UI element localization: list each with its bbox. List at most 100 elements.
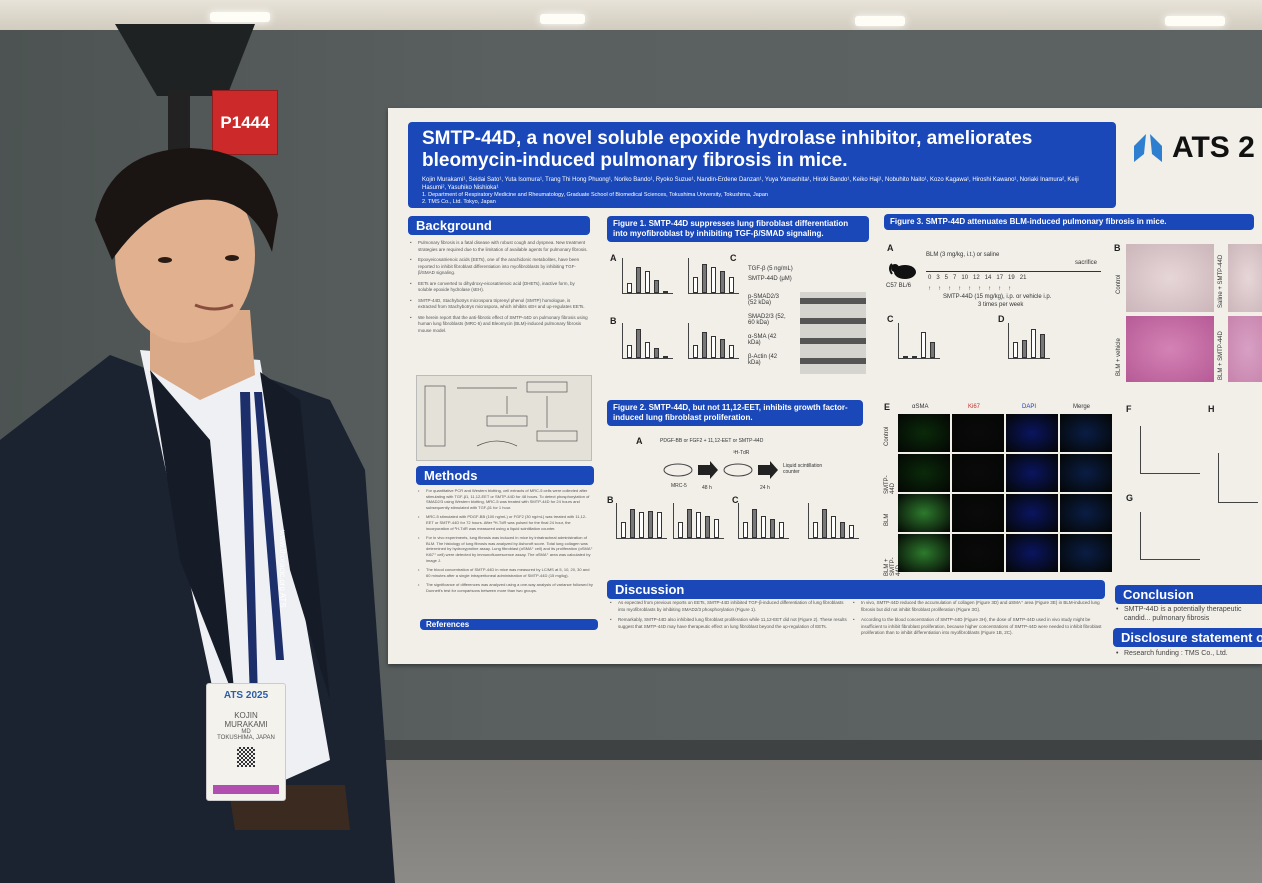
bar bbox=[639, 512, 644, 538]
mini-bar-chart bbox=[622, 258, 673, 294]
mini-bar-chart bbox=[673, 503, 724, 539]
if-image bbox=[1006, 454, 1058, 492]
bar bbox=[770, 518, 775, 538]
background-item: SMTP-44D, Stachybotrys microspora tripre… bbox=[410, 298, 588, 311]
panel-label: D bbox=[998, 314, 1005, 324]
if-column-label: DAPI bbox=[1022, 404, 1037, 410]
references-header: References bbox=[420, 619, 598, 630]
mini-bar-chart bbox=[1008, 323, 1050, 359]
if-image bbox=[898, 494, 950, 532]
research-poster: SMTP-44D, a novel soluble epoxide hydrol… bbox=[388, 108, 1262, 664]
bar bbox=[779, 522, 784, 538]
background-item: We herein report that the anti-fibrotic … bbox=[410, 315, 588, 335]
timeline-days: 0 3 5 7 10 12 14 17 19 21 bbox=[928, 275, 1027, 281]
affiliation-1: 1. Department of Respiratory Medicine an… bbox=[422, 192, 768, 198]
bar bbox=[648, 510, 653, 538]
panel-label: H bbox=[1208, 404, 1215, 414]
scheme-text: PDGF-BB or FGF2 + 11,12-EET or SMTP-44D bbox=[660, 438, 764, 444]
discussion-item: As expected from previous reports on EET… bbox=[610, 600, 850, 613]
disclosure-header: Disclosure statement of C bbox=[1113, 628, 1262, 647]
blot-label: p-SMAD2/3 (52 kDa) bbox=[748, 294, 780, 306]
if-image bbox=[1006, 534, 1058, 572]
timeline-axis bbox=[926, 271, 1101, 272]
badge-logo: ATS 2025 bbox=[223, 690, 269, 701]
badge-location: TOKUSHIMA, JAPAN bbox=[217, 735, 275, 741]
if-image bbox=[898, 454, 950, 492]
histology-label: BLM + vehicle bbox=[1116, 338, 1122, 376]
bar bbox=[1040, 334, 1045, 358]
ceiling-light bbox=[855, 16, 905, 26]
panel-label: A bbox=[610, 253, 617, 263]
blot-image bbox=[800, 292, 866, 374]
conclusion-header: Conclusion bbox=[1115, 585, 1262, 604]
bar bbox=[840, 522, 845, 538]
bar bbox=[636, 267, 641, 293]
if-image bbox=[1006, 414, 1058, 452]
qr-code bbox=[237, 747, 255, 767]
discussion-text-left: As expected from previous reports on EET… bbox=[610, 600, 850, 634]
conclusion-item: SMTP-44D is a potentially therapeutic ca… bbox=[1116, 605, 1260, 623]
bar bbox=[729, 277, 734, 293]
bar bbox=[621, 522, 626, 538]
bar bbox=[711, 267, 716, 293]
blot-label: β-Actin (42 kDa) bbox=[748, 354, 778, 366]
poster-title: SMTP-44D, a novel soluble epoxide hydrol… bbox=[422, 128, 1033, 171]
bar bbox=[678, 522, 683, 538]
bar bbox=[714, 518, 719, 538]
panel-label: F bbox=[1126, 404, 1132, 414]
methods-item: MRC-5 stimulated with PDGF-BB (100 ng/mL… bbox=[418, 514, 594, 531]
panel-label: A bbox=[636, 436, 643, 446]
if-image bbox=[898, 414, 950, 452]
background-item: Pulmonary fibrosis is a fatal disease wi… bbox=[410, 240, 588, 253]
timeline-text: sacrifice bbox=[1075, 260, 1098, 266]
methods-item: The blood concentration of SMTP-44D in m… bbox=[418, 567, 594, 578]
bar bbox=[711, 335, 716, 358]
bar bbox=[930, 342, 935, 358]
panel-label: A bbox=[887, 243, 894, 253]
chart-3f bbox=[1140, 426, 1200, 474]
background-header: Background bbox=[408, 216, 590, 235]
bar bbox=[1013, 342, 1018, 358]
histology-label: Control bbox=[1116, 274, 1122, 294]
if-column-label: αSMA bbox=[912, 404, 929, 410]
bar bbox=[687, 509, 692, 538]
figure3-header: Figure 3. SMTP-44D attenuates BLM-induce… bbox=[884, 214, 1254, 230]
scheme-text: Liquid scintillation counter bbox=[783, 463, 823, 475]
if-image bbox=[952, 454, 1004, 492]
scheme-text: MRC-5 bbox=[671, 483, 687, 489]
bar bbox=[743, 522, 748, 538]
histology-control bbox=[1126, 244, 1214, 312]
mouse-strain: C57 BL/6 bbox=[886, 283, 912, 289]
background-item: EETs are converted to dihydroxy-eicosatr… bbox=[410, 281, 588, 294]
hair bbox=[95, 148, 278, 260]
discussion-item: According to the blood concentration of … bbox=[853, 617, 1108, 637]
panel-label: C bbox=[730, 253, 737, 263]
scheme-text: ³H-TdR bbox=[733, 450, 750, 456]
bar bbox=[645, 342, 650, 358]
scheme-text: 24 h bbox=[760, 485, 770, 491]
bar bbox=[912, 356, 917, 358]
presenter-person: www.thoracic.org ATS bbox=[0, 148, 395, 883]
methods-item: For quantitative PCR and Western blottin… bbox=[418, 488, 594, 510]
bar bbox=[1022, 340, 1027, 358]
if-image bbox=[952, 534, 1004, 572]
histology-blm-smtp bbox=[1228, 316, 1262, 382]
bar bbox=[720, 270, 725, 293]
bar bbox=[822, 509, 827, 538]
bar bbox=[720, 338, 725, 358]
mini-bar-chart bbox=[616, 503, 667, 539]
timeline-text: SMTP-44D (15 mg/kg), i.p. or vehicle i.p… bbox=[943, 294, 1052, 300]
blot-label: TGF-β (5 ng/mL) bbox=[748, 266, 793, 272]
discussion-item: In vivo, SMTP-44D reduced the accumulati… bbox=[853, 600, 1108, 613]
discussion-item: Remarkably, SMTP-44D also inhibited lung… bbox=[610, 617, 850, 630]
if-row-label: Control bbox=[884, 426, 890, 446]
bar bbox=[849, 525, 854, 538]
chart-3g bbox=[1140, 512, 1200, 560]
mini-bar-chart bbox=[808, 503, 859, 539]
disclosure-item: Research funding : TMS Co., Ltd. bbox=[1116, 649, 1260, 658]
background-text: Pulmonary fibrosis is a fatal disease wi… bbox=[410, 240, 588, 338]
mini-bar-chart bbox=[738, 503, 789, 539]
ats-logo: ATS 2 bbox=[1130, 128, 1262, 168]
discussion-header: Discussion bbox=[607, 580, 1105, 599]
methods-item: The significance of differences was anal… bbox=[418, 582, 594, 593]
